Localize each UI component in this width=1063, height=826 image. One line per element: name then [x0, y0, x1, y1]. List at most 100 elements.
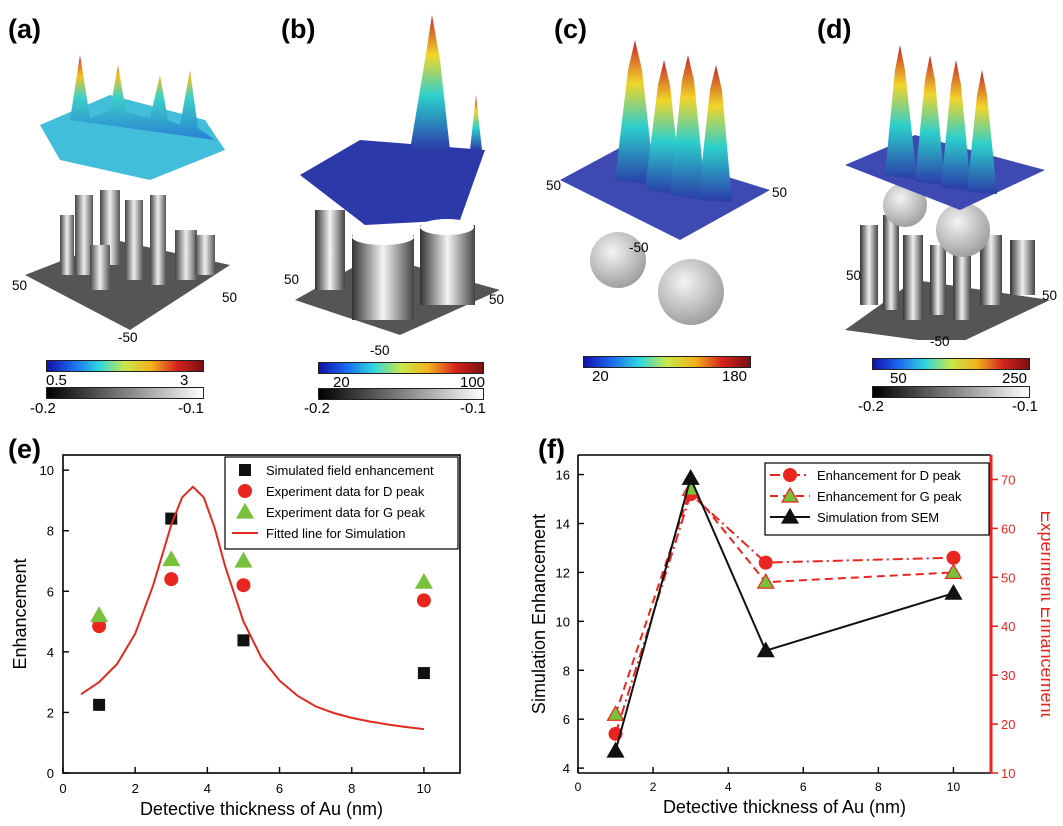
x-tick-label: 8 [875, 780, 882, 794]
y-right-tick-label: 30 [1001, 668, 1015, 683]
panel-label-e: (e) [8, 434, 41, 464]
data-point-triangle [756, 641, 775, 658]
panel-label-f: (f) [538, 434, 565, 464]
axis-label-left: 50 [546, 178, 562, 193]
y-right-tick-label: 70 [1001, 472, 1015, 487]
colorbar-max: 180 [722, 368, 748, 385]
x-tick-label: 10 [947, 780, 961, 794]
y-tick-label: 8 [563, 663, 570, 678]
legend-entry: Experiment data for D peak [266, 484, 425, 499]
y-right-tick-label: 40 [1001, 619, 1015, 634]
panel-a-3d-surface [25, 55, 230, 330]
y-tick-label: 6 [563, 712, 570, 727]
panel-label-d: (d) [817, 14, 852, 44]
gray-pillars [60, 190, 215, 290]
x-tick-label: 2 [650, 780, 657, 794]
axis-label-bottom: -50 [930, 334, 950, 349]
legend-box [764, 462, 990, 536]
colorbar-min: 20 [333, 374, 350, 391]
data-point-triangle [944, 583, 963, 600]
y-tick-label: 10 [556, 614, 570, 629]
y-tick-label: 6 [47, 584, 54, 599]
surface-base [300, 140, 485, 225]
surface-peaks [885, 45, 997, 194]
panel-c-3d-surface [560, 40, 770, 325]
grayscale-bar [872, 386, 1030, 398]
axis-label-left: 50 [12, 278, 28, 293]
y-right-tick-label: 60 [1001, 521, 1015, 536]
y-tick-label: 12 [556, 565, 570, 580]
legend-entry: Fitted line for Simulation [266, 526, 405, 541]
data-point-circle [758, 555, 773, 570]
grayscale-max: -0.1 [1012, 398, 1038, 415]
y-tick-label: 2 [47, 705, 54, 720]
data-point-circle [236, 578, 251, 593]
series-line [614, 475, 954, 752]
series-line [614, 487, 954, 715]
grayscale-min: -0.2 [858, 398, 884, 415]
colorbar [872, 358, 1030, 370]
x-tick-label: 0 [59, 781, 66, 796]
legend-marker [780, 486, 800, 503]
data-point-triangle [681, 469, 700, 485]
legend: Simulated field enhancement Experiment da… [224, 456, 459, 550]
axis-label-right: 50 [222, 290, 238, 305]
y-tick-label: 4 [47, 645, 54, 660]
legend-marker [239, 464, 251, 476]
x-axis-label: Detective thickness of Au (nm) [663, 797, 906, 817]
colorbar-min: 0.5 [46, 372, 67, 389]
y-right-tick-label: 50 [1001, 570, 1015, 585]
panel-label-b: (b) [281, 14, 316, 44]
y-right-tick-label: 10 [1001, 766, 1015, 781]
y-tick-label: 4 [563, 761, 570, 776]
legend-box [224, 456, 459, 550]
y-axis-label: Enhancement [10, 558, 30, 669]
chart-e: 0 2 4 6 8 10 0 2 4 6 8 10 Detective thickness of Au … [10, 454, 461, 819]
data-point-triangle [234, 551, 253, 568]
colorbar [46, 360, 204, 372]
data-point-circle [92, 619, 107, 634]
fitted-line [80, 485, 425, 731]
data-point-triangle [606, 705, 625, 721]
legend-entry: Simulated field enhancement [266, 463, 434, 478]
colorbar-max: 250 [1002, 370, 1028, 387]
data-point-circle [946, 550, 961, 565]
sphere [883, 183, 927, 227]
y-tick-label: 14 [556, 516, 570, 531]
sphere [658, 259, 724, 325]
axis-label-bottom: -50 [118, 330, 138, 345]
panel-b-3d-surface [295, 15, 500, 335]
y-tick-label: 16 [556, 468, 570, 483]
colorbar-max: 100 [460, 374, 486, 391]
sphere [590, 232, 646, 288]
x-tick-label: 4 [725, 780, 732, 794]
grayscale-min: -0.2 [30, 400, 56, 417]
x-tick-label: 8 [348, 781, 355, 796]
grayscale-max: -0.1 [178, 400, 204, 417]
y-tick-label: 10 [40, 463, 54, 478]
chart-f: 0 2 4 6 8 10 4 6 8 10 12 14 16 10 20 30 40 50 60 70 Detectiv… [529, 454, 1050, 817]
data-point-triangle [414, 572, 433, 589]
data-point-triangle [944, 563, 963, 580]
axis-label-left: 50 [846, 268, 862, 283]
colorbar-min: 50 [890, 370, 907, 387]
y-tick-label: 8 [47, 524, 54, 539]
legend-entry: Simulation from SEM [817, 510, 939, 525]
x-tick-label: 10 [417, 781, 431, 796]
x-axis-label: Detective thickness of Au (nm) [140, 799, 383, 819]
x-tick-label: 6 [276, 781, 283, 796]
legend-entry: Enhancement for G peak [817, 489, 962, 504]
data-point-triangle [90, 606, 109, 623]
panel-label-a: (a) [8, 14, 41, 44]
colorbar [583, 356, 751, 368]
legend-marker [783, 468, 797, 482]
x-tick-label: 4 [204, 781, 211, 796]
data-point-square [417, 667, 430, 680]
plot-frame [62, 454, 461, 774]
data-point-circle [416, 593, 431, 608]
gray-pillars [860, 215, 1035, 320]
colorbar-min: 20 [592, 368, 609, 385]
y-right-tick-label: 20 [1001, 717, 1015, 732]
axis-label-right: 50 [489, 292, 505, 307]
sphere [936, 203, 990, 257]
